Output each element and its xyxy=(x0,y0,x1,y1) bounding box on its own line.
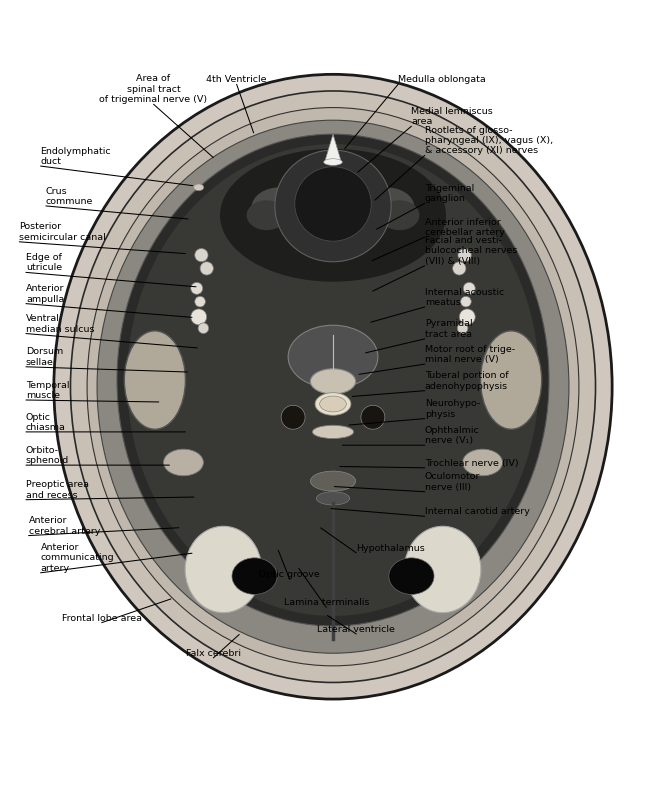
Text: Medulla oblongata: Medulla oblongata xyxy=(398,75,486,84)
Text: Frontal lobe area: Frontal lobe area xyxy=(62,614,142,622)
Ellipse shape xyxy=(117,134,549,626)
Ellipse shape xyxy=(315,393,351,415)
Circle shape xyxy=(458,323,468,334)
Text: Motor root of trige-
minal nerve (V): Motor root of trige- minal nerve (V) xyxy=(425,345,515,364)
Circle shape xyxy=(194,296,205,307)
Text: Facial and vesti-
bulococheal nerves
(VII) & (VIII): Facial and vesti- bulococheal nerves (VI… xyxy=(425,236,517,266)
Ellipse shape xyxy=(275,150,391,262)
Circle shape xyxy=(190,309,206,325)
Text: Internal acoustic
meatus: Internal acoustic meatus xyxy=(425,287,504,307)
Circle shape xyxy=(453,262,466,275)
Text: Medial lemniscus
area: Medial lemniscus area xyxy=(412,106,494,126)
Ellipse shape xyxy=(404,526,481,613)
Text: Endolymphatic
duct: Endolymphatic duct xyxy=(41,146,111,166)
Text: 4th Ventricle: 4th Ventricle xyxy=(206,75,267,84)
Text: Dorsum
sellae: Dorsum sellae xyxy=(26,347,63,366)
Ellipse shape xyxy=(252,187,308,227)
Text: Internal carotid artery: Internal carotid artery xyxy=(425,507,529,516)
Ellipse shape xyxy=(232,558,277,594)
Ellipse shape xyxy=(463,449,502,476)
Ellipse shape xyxy=(310,471,356,491)
Text: Trochlear nerve (IV): Trochlear nerve (IV) xyxy=(425,458,518,468)
Ellipse shape xyxy=(358,187,414,227)
Ellipse shape xyxy=(481,331,541,430)
Text: Pyramidal
tract area: Pyramidal tract area xyxy=(425,319,472,339)
Text: Anterior
ampulla: Anterior ampulla xyxy=(26,284,65,304)
Ellipse shape xyxy=(220,149,446,282)
Ellipse shape xyxy=(54,74,612,699)
Ellipse shape xyxy=(194,184,204,190)
Text: Optic groove: Optic groove xyxy=(260,570,320,579)
Text: Posterior
semicircular canal: Posterior semicircular canal xyxy=(19,222,106,242)
Ellipse shape xyxy=(288,326,378,388)
Text: Rootlets of glosso-
pharyngeal (IX), vagus (X),
& accessory (XI) nerves: Rootlets of glosso- pharyngeal (IX), vag… xyxy=(425,126,553,155)
Ellipse shape xyxy=(389,558,434,594)
Ellipse shape xyxy=(380,200,420,230)
Ellipse shape xyxy=(310,369,356,394)
Circle shape xyxy=(461,296,472,307)
Text: Optic
chiasma: Optic chiasma xyxy=(26,413,66,432)
Text: Crus
commune: Crus commune xyxy=(46,186,93,206)
Text: Neurohypo-
physis: Neurohypo- physis xyxy=(425,399,480,418)
Ellipse shape xyxy=(71,91,595,682)
Ellipse shape xyxy=(97,120,569,654)
Ellipse shape xyxy=(316,492,350,505)
Circle shape xyxy=(464,282,476,294)
Circle shape xyxy=(460,309,476,325)
Ellipse shape xyxy=(320,396,346,412)
Ellipse shape xyxy=(324,158,342,166)
Ellipse shape xyxy=(87,107,579,666)
Circle shape xyxy=(198,323,208,334)
Ellipse shape xyxy=(127,144,539,616)
Ellipse shape xyxy=(246,200,286,230)
Text: Temporal
muscle: Temporal muscle xyxy=(26,381,69,400)
Text: Anterior
cerebral artery: Anterior cerebral artery xyxy=(29,516,100,535)
Ellipse shape xyxy=(185,526,262,613)
Text: Lamina terminalis: Lamina terminalis xyxy=(284,598,369,607)
Text: Edge of
utricule: Edge of utricule xyxy=(26,253,62,272)
Text: Ventral
median sulcus: Ventral median sulcus xyxy=(26,314,95,334)
Text: Hypothalamus: Hypothalamus xyxy=(356,544,425,553)
Text: Orbito-
sphenoid: Orbito- sphenoid xyxy=(26,446,69,465)
Circle shape xyxy=(190,282,202,294)
Text: Lateral ventricle: Lateral ventricle xyxy=(317,625,395,634)
Text: Preoptic area
and recess: Preoptic area and recess xyxy=(26,480,89,500)
Circle shape xyxy=(458,249,472,262)
Text: Ophthalmic
nerve (V₁): Ophthalmic nerve (V₁) xyxy=(425,426,480,445)
Text: Anterior inferior
cerebellar artery: Anterior inferior cerebellar artery xyxy=(425,218,505,237)
Circle shape xyxy=(194,249,208,262)
Circle shape xyxy=(200,262,213,275)
Text: Anterior
communicating
artery: Anterior communicating artery xyxy=(41,543,114,573)
Circle shape xyxy=(361,406,385,430)
Ellipse shape xyxy=(312,426,354,438)
Ellipse shape xyxy=(125,331,185,430)
Text: Tuberal portion of
adenohypophysis: Tuberal portion of adenohypophysis xyxy=(425,371,508,390)
Text: Area of
spinal tract
of trigeminal nerve (V): Area of spinal tract of trigeminal nerve… xyxy=(99,74,208,104)
Polygon shape xyxy=(325,134,341,161)
Text: Trigeminal
ganglion: Trigeminal ganglion xyxy=(425,184,474,203)
Text: Falx cerebri: Falx cerebri xyxy=(186,649,241,658)
Ellipse shape xyxy=(295,166,371,241)
Circle shape xyxy=(281,406,305,430)
Text: Oculomotor
nerve (III): Oculomotor nerve (III) xyxy=(425,472,480,492)
Ellipse shape xyxy=(164,449,203,476)
